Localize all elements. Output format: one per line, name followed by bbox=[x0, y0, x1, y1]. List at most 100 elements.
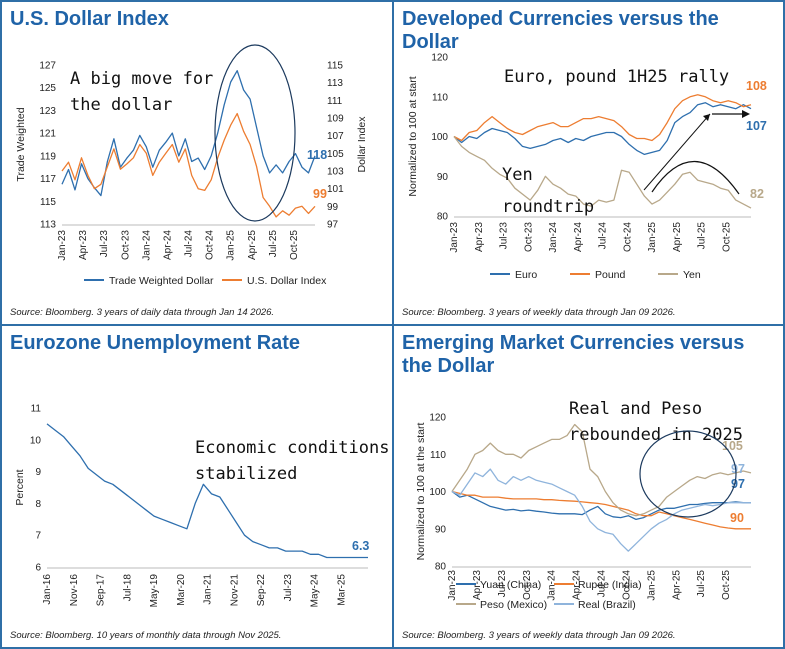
legend-label: U.S. Dollar Index bbox=[247, 275, 327, 287]
annotation-text: rebounded in 2025 bbox=[569, 425, 743, 445]
source-note: Source: Bloomberg. 3 years of weekly dat… bbox=[402, 307, 676, 318]
annotation-text: Economic conditions bbox=[195, 438, 389, 458]
roundtrip-arc bbox=[651, 160, 740, 195]
y-tick-label: 11 bbox=[31, 404, 42, 415]
x-tick-label: Jul-23 bbox=[497, 570, 508, 598]
panel-title: Emerging Market Currencies versus the Do… bbox=[402, 332, 745, 377]
x-tick-label: Sep-17 bbox=[96, 574, 107, 607]
x-tick-label: Mar-25 bbox=[336, 574, 347, 606]
annotation-text: Euro, pound 1H25 rally bbox=[504, 67, 729, 87]
annotation-text: stabilized bbox=[195, 464, 297, 484]
legend-label: Trade Weighted Dollar bbox=[109, 275, 214, 287]
y-axis-label: Percent bbox=[14, 469, 26, 505]
series-line-real-brazil bbox=[451, 468, 751, 552]
y-tick-label: 80 bbox=[437, 212, 449, 223]
series-line-pound bbox=[453, 94, 752, 142]
x-tick-label: Apr-25 bbox=[247, 230, 258, 260]
x-tick-label: Oct-25 bbox=[721, 570, 732, 600]
panel-developed-currencies: Developed Currencies versus the Dollar 8… bbox=[392, 0, 785, 326]
x-tick-label: Mar-20 bbox=[176, 574, 187, 606]
y2-tick-label: 109 bbox=[327, 114, 344, 125]
y-tick-label: 119 bbox=[40, 151, 56, 162]
x-tick-label: Jan-25 bbox=[647, 222, 658, 253]
chart-developed-currencies: 80 90 100 110 120 Jan-23 Apr-23 Jul-23 Oct-23 Jan… bbox=[407, 53, 767, 282]
highlight-ellipse bbox=[639, 430, 737, 518]
x-tick-label: Oct-25 bbox=[721, 222, 732, 252]
y2-axis-label: Dollar Index bbox=[356, 116, 368, 173]
y-tick-label: 80 bbox=[435, 562, 447, 573]
y-tick-label: 110 bbox=[432, 92, 448, 103]
x-tick-label: Jan-25 bbox=[226, 230, 237, 261]
annotation-text: Real and Peso bbox=[569, 399, 702, 419]
x-tick-label: May-24 bbox=[310, 574, 321, 608]
y-axis-label: Normalized to 100 at the start bbox=[415, 423, 427, 561]
x-tick-label: Jul-25 bbox=[697, 222, 708, 250]
end-value-label: 107 bbox=[746, 119, 767, 133]
end-value-label: 118 bbox=[307, 148, 327, 162]
y2-tick-label: 103 bbox=[327, 167, 344, 178]
series-line-eurozone-unemployment-rate bbox=[46, 423, 368, 559]
legend-label: Rupee (India) bbox=[578, 579, 642, 591]
y-tick-label: 123 bbox=[39, 106, 56, 117]
x-tick-label: Oct-23 bbox=[523, 222, 534, 252]
series-line-yen bbox=[453, 136, 752, 209]
chart-eurozone-unemployment: 6 7 8 9 10 11 Jan-16 Nov-16 Sep-17 Jul-18 May-19 Ma… bbox=[14, 404, 389, 608]
end-value-label: 99 bbox=[313, 187, 327, 201]
y2-tick-label: 115 bbox=[327, 61, 343, 72]
x-tick-label: Apr-23 bbox=[472, 570, 483, 600]
y-tick-label: 90 bbox=[435, 524, 447, 535]
y2-tick-label: 111 bbox=[327, 96, 343, 107]
x-tick-label: Nov-16 bbox=[69, 574, 80, 607]
legend-label: Real (Brazil) bbox=[578, 599, 636, 611]
x-tick-label: Sep-22 bbox=[256, 574, 267, 607]
legend-label: Yuan (China) bbox=[480, 579, 541, 591]
y-tick-label: 117 bbox=[40, 174, 56, 185]
source-note: Source: Bloomberg. 3 years of daily data… bbox=[10, 307, 275, 318]
y-tick-label: 125 bbox=[39, 83, 56, 94]
y-tick-label: 10 bbox=[30, 435, 42, 446]
legend-label: Peso (Mexico) bbox=[480, 599, 547, 611]
end-value-label: 6.3 bbox=[352, 539, 369, 553]
arrow-head bbox=[742, 110, 750, 118]
y-tick-label: 9 bbox=[35, 467, 41, 478]
y2-tick-label: 99 bbox=[327, 202, 339, 213]
y-tick-label: 6 bbox=[35, 563, 41, 574]
x-tick-label: Jan-24 bbox=[548, 222, 559, 253]
x-tick-label: Oct-24 bbox=[205, 230, 216, 260]
x-tick-label: Jan-25 bbox=[646, 570, 657, 601]
x-tick-label: Jan-23 bbox=[57, 230, 68, 261]
x-tick-label: Oct-25 bbox=[289, 230, 300, 260]
y2-tick-label: 101 bbox=[327, 184, 344, 195]
y-tick-label: 8 bbox=[35, 499, 41, 510]
series-line-trade-weighted-dollar bbox=[61, 70, 316, 197]
legend-label: Yen bbox=[683, 269, 701, 281]
y-axis-label: Normalized to 100 at start bbox=[407, 76, 419, 196]
panel-emerging-market-currencies: Emerging Market Currencies versus the Do… bbox=[392, 324, 785, 649]
y-tick-label: 115 bbox=[40, 197, 56, 208]
panel-title: U.S. Dollar Index bbox=[10, 8, 169, 30]
x-tick-label: Jan-24 bbox=[141, 230, 152, 261]
y-tick-label: 7 bbox=[35, 531, 41, 542]
chart-emerging-market-currencies: 80 90 100 110 120 Jan-23 Apr-23 Jul-23 Oct-23 Jan… bbox=[415, 399, 752, 611]
x-tick-label: Oct-23 bbox=[522, 570, 533, 600]
y-tick-label: 121 bbox=[39, 129, 56, 140]
x-tick-label: Apr-23 bbox=[474, 222, 485, 252]
y-tick-label: 113 bbox=[40, 220, 56, 231]
x-tick-label: Apr-25 bbox=[671, 570, 682, 600]
source-note: Source: Bloomberg. 3 years of weekly dat… bbox=[402, 630, 676, 641]
x-tick-label: Jan-24 bbox=[547, 570, 558, 601]
legend-label: Euro bbox=[515, 269, 537, 281]
x-tick-label: Jan-21 bbox=[203, 574, 214, 605]
y-tick-label: 120 bbox=[429, 413, 446, 424]
x-tick-label: Oct-24 bbox=[621, 570, 632, 600]
x-tick-label: Nov-21 bbox=[229, 574, 240, 607]
series-line-peso-mexico bbox=[451, 423, 752, 517]
x-tick-label: Jul-23 bbox=[99, 230, 110, 258]
x-tick-label: Jul-25 bbox=[696, 570, 707, 598]
x-tick-label: Jan-23 bbox=[449, 222, 460, 253]
y2-tick-label: 105 bbox=[327, 149, 344, 160]
x-tick-label: Apr-25 bbox=[672, 222, 683, 252]
series-line-rupee-india bbox=[451, 490, 751, 530]
x-tick-label: Jul-24 bbox=[597, 570, 608, 598]
panel-title: Developed Currencies versus the Dollar bbox=[402, 8, 719, 53]
